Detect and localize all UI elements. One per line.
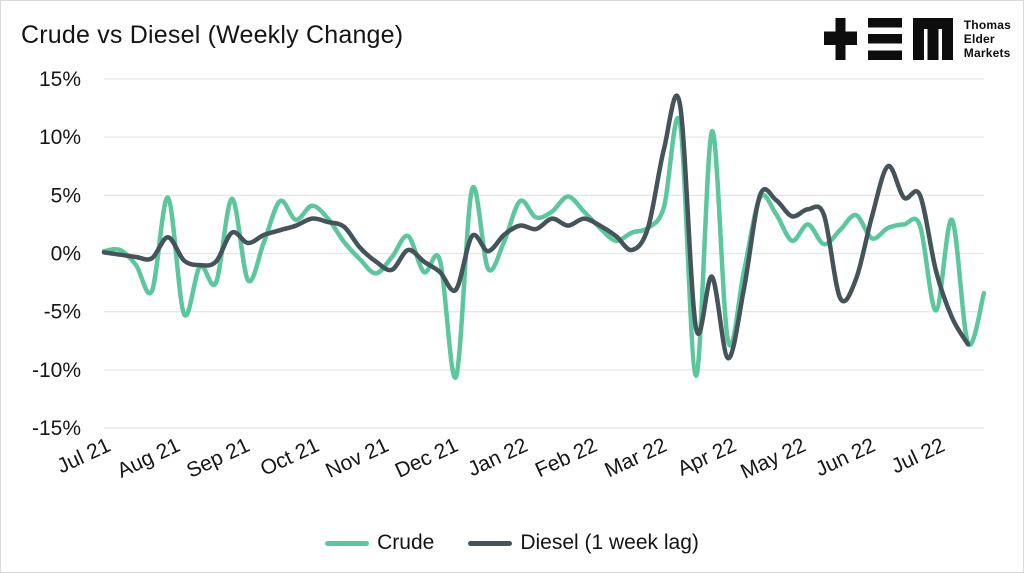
series-line-diesel: [101, 93, 971, 361]
logo-triple-bar-icon: [867, 18, 902, 60]
y-axis-tick-label: -5%: [44, 301, 81, 324]
x-axis-tick-label: Apr 22: [674, 434, 740, 481]
legend-label-crude: Crude: [377, 531, 435, 554]
x-axis-tick-label: Jul 22: [888, 434, 949, 479]
brand-line: Thomas: [963, 18, 1011, 32]
brand-name: Thomas Elder Markets: [964, 18, 1011, 60]
legend-item-crude: Crude: [325, 531, 434, 555]
x-axis-tick-label: Nov 21: [322, 434, 392, 483]
line-chart: 15% 10% 5% 0% -5% -10% -15%Jul 21 Aug 21 Sep 21 O…: [32, 68, 987, 484]
series-line-crude: [101, 116, 987, 380]
x-axis-tick-label: May 22: [737, 434, 809, 484]
page-title: Crude vs Diesel (Weekly Change): [21, 21, 404, 49]
x-axis-tick-label: Mar 22: [601, 434, 670, 482]
x-axis-tick-label: Feb 22: [532, 434, 601, 482]
y-axis-tick-label: -10%: [32, 359, 81, 382]
y-axis-tick-label: 15%: [39, 68, 81, 91]
y-axis-tick-label: 5%: [51, 184, 81, 207]
logo-plus-icon: [823, 18, 857, 60]
brand-line: Elder: [963, 32, 995, 46]
y-axis-tick-label: -15%: [32, 417, 81, 440]
x-axis-tick-label: Aug 21: [114, 434, 184, 483]
x-axis-tick-label: Sep 21: [183, 434, 253, 483]
y-axis-tick-label: 0%: [51, 243, 81, 266]
legend-label-diesel: Diesel (1 week lag): [520, 531, 699, 554]
diesel-line-swatch: [468, 540, 513, 546]
x-axis-tick-label: Jan 22: [464, 434, 531, 481]
x-axis-tick-label: Oct 21: [257, 434, 323, 481]
x-axis-tick-label: Dec 21: [392, 434, 462, 483]
x-axis-tick-label: Jul 21: [54, 434, 115, 479]
legend-item-diesel: Diesel (1 week lag): [468, 531, 699, 555]
crude-line-swatch: [325, 540, 370, 546]
brand-line: Markets: [963, 46, 1011, 60]
x-axis-tick-label: Jun 22: [812, 434, 879, 481]
chart-legend: Crude Diesel (1 week lag): [1, 522, 1023, 564]
brand-logo: Thomas Elder Markets: [823, 17, 1011, 61]
y-axis-tick-label: 10%: [39, 126, 81, 149]
logo-m-block-icon: [912, 18, 953, 60]
